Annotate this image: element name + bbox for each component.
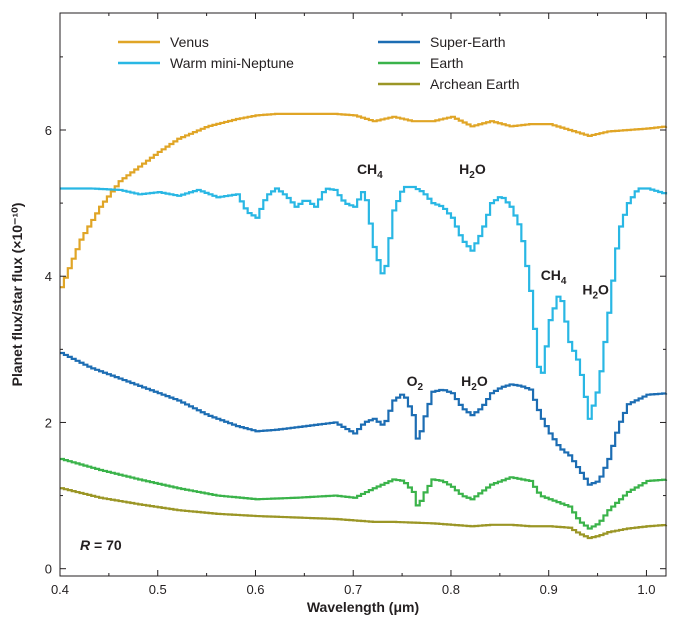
x-tick-label: 0.4 <box>51 582 69 597</box>
molecule-base: H <box>459 161 469 177</box>
molecule-base: CH <box>357 161 377 177</box>
legend-label: Archean Earth <box>430 76 520 92</box>
series-line-warm-mini-neptune <box>60 187 666 419</box>
y-tick-label: 2 <box>45 415 52 430</box>
y-tick-label: 6 <box>45 123 52 138</box>
resolution-value: = 70 <box>90 537 122 553</box>
molecule-base: H <box>461 373 471 389</box>
series-line-earth <box>60 459 666 528</box>
molecule-label: H2O <box>582 282 609 302</box>
legend: Venus Warm mini-Neptune Super-Earth Earth Ar… <box>118 34 520 92</box>
series-line-venus <box>60 114 666 287</box>
molecule-subscript: 4 <box>377 170 383 181</box>
molecule-base: H <box>582 282 592 298</box>
molecule-subscript: 2 <box>417 382 423 393</box>
series-line-super-earth <box>60 353 666 485</box>
resolution-label: R = 70 <box>80 537 122 553</box>
y-axis-label: Planet flux/star flux (×10⁻¹⁰) <box>9 203 25 387</box>
plot-area <box>60 114 666 538</box>
molecule-base: O <box>407 373 418 389</box>
x-tick-label: 0.6 <box>246 582 264 597</box>
x-tick-label: 0.5 <box>149 582 167 597</box>
plot-frame <box>60 13 666 576</box>
molecule-tail: O <box>477 373 488 389</box>
legend-label: Super-Earth <box>430 34 505 50</box>
x-tick-label: 0.8 <box>442 582 460 597</box>
molecule-subscript: 4 <box>561 276 567 287</box>
molecule-label: O2 <box>407 373 424 393</box>
molecule-base: CH <box>541 267 561 283</box>
legend-label: Earth <box>430 55 463 71</box>
x-axis-label: Wavelength (μm) <box>307 599 419 615</box>
molecule-label: CH4 <box>357 161 383 181</box>
molecule-tail: O <box>475 161 486 177</box>
x-tick-label: 1.0 <box>637 582 655 597</box>
y-tick-label: 4 <box>45 269 52 284</box>
y-tick-label: 0 <box>45 562 52 577</box>
x-tick-label: 0.9 <box>540 582 558 597</box>
x-tick-label: 0.7 <box>344 582 362 597</box>
molecule-label: H2O <box>459 161 486 181</box>
molecule-label: CH4 <box>541 267 567 287</box>
molecule-label: H2O <box>461 373 488 393</box>
legend-label: Warm mini-Neptune <box>170 55 294 71</box>
molecule-tail: O <box>598 282 609 298</box>
legend-label: Venus <box>170 34 209 50</box>
